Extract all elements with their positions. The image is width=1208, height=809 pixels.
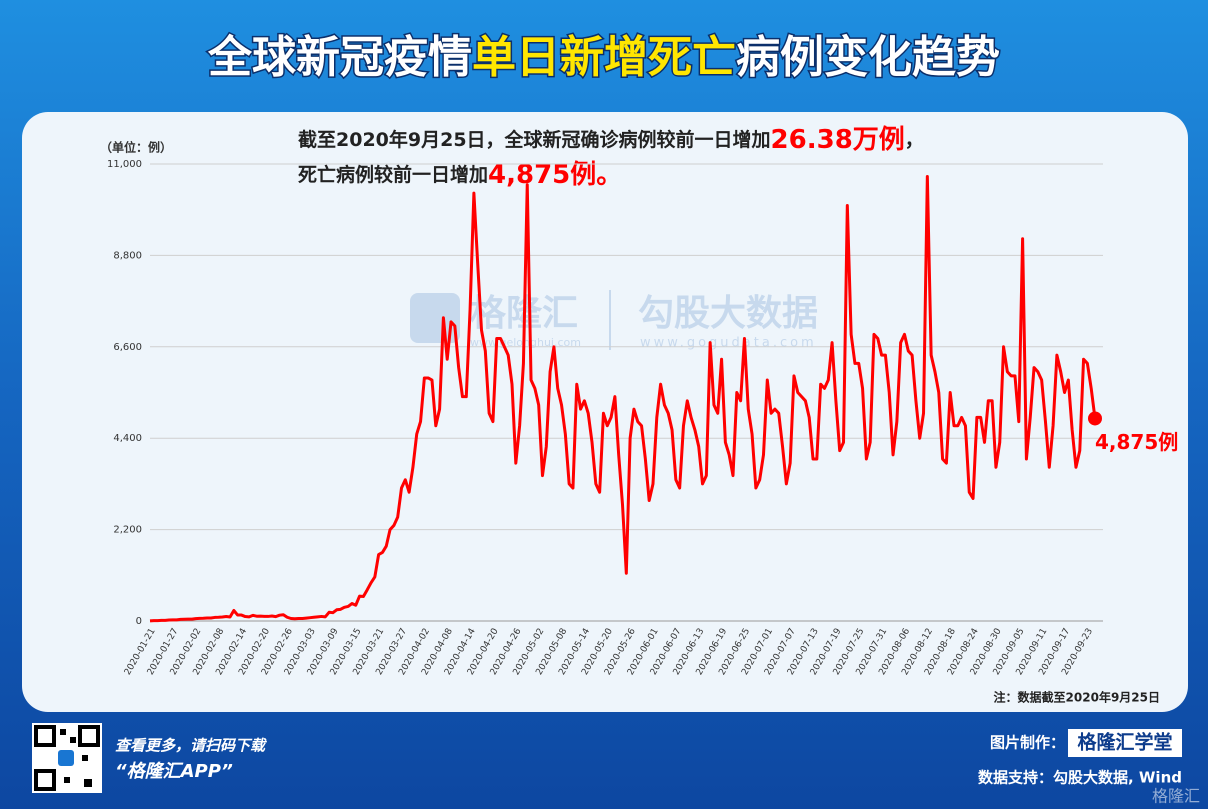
note: 注：数据截至2020年9月25日 bbox=[994, 690, 1160, 705]
brand: 格隆汇学堂 bbox=[1077, 731, 1172, 754]
subtitle-text: 截至2020年9月25日，全球新冠确诊病例较前一日增加 bbox=[298, 128, 771, 151]
brand-box bbox=[1068, 729, 1182, 757]
qr-code bbox=[32, 723, 102, 793]
footer-text: 数据支持：勾股大数据, Wind bbox=[978, 769, 1182, 787]
title-part: 病例变化趋势 bbox=[736, 32, 1000, 83]
qr-dot bbox=[60, 729, 66, 735]
qr-dot bbox=[70, 737, 76, 743]
data-line bbox=[149, 174, 1097, 623]
qr-finder bbox=[34, 725, 56, 747]
subtitle-text: ， bbox=[905, 129, 924, 151]
value-label: 4,875例 bbox=[1095, 430, 1178, 454]
title-part: 全球新冠疫情 bbox=[207, 32, 472, 83]
chart-panel bbox=[22, 112, 1188, 712]
qr-finder bbox=[78, 725, 100, 747]
subtitle-text: 死亡病例较前一日增加 bbox=[298, 163, 488, 186]
footer-text: 图片制作： bbox=[990, 734, 1065, 752]
qr-dot bbox=[64, 777, 70, 783]
page-title: 全球新冠疫情单日新增死亡病例变化趋势 bbox=[207, 32, 1000, 83]
qr-finder bbox=[34, 769, 56, 791]
watermark-icon bbox=[410, 293, 460, 343]
subtitle-line: 截至2020年9月25日，全球新冠确诊病例较前一日增加26.38万例， bbox=[298, 125, 924, 155]
y-tick-label: 11,000 bbox=[107, 159, 142, 170]
unit-label: （单位：例） bbox=[100, 140, 172, 155]
y-tick-label: 6,600 bbox=[113, 342, 142, 353]
watermark-text: www.gogudata.com bbox=[640, 336, 817, 351]
y-tick-label: 8,800 bbox=[113, 250, 142, 261]
watermark: 格隆汇 www.gelonghui.com 勾股大数据 www.gogudata… bbox=[410, 290, 818, 351]
watermark-text: 勾股大数据 bbox=[638, 293, 818, 334]
corner-logo: 格隆汇 bbox=[1152, 787, 1200, 806]
y-tick-label: 2,200 bbox=[113, 525, 142, 536]
y-tick-label: 4,400 bbox=[113, 433, 142, 444]
qr-dot bbox=[84, 779, 92, 787]
subtitle-highlight: 26.38万例 bbox=[771, 125, 905, 155]
qr-dot bbox=[82, 755, 88, 761]
end-point bbox=[1088, 411, 1102, 426]
footer-app: “格隆汇APP” bbox=[115, 761, 233, 782]
footer-text: 查看更多，请扫码下载 bbox=[115, 737, 267, 755]
y-tick-label: 0 bbox=[136, 616, 142, 627]
qr-logo bbox=[58, 750, 74, 766]
title-part: 单日新增死亡 bbox=[472, 32, 736, 83]
